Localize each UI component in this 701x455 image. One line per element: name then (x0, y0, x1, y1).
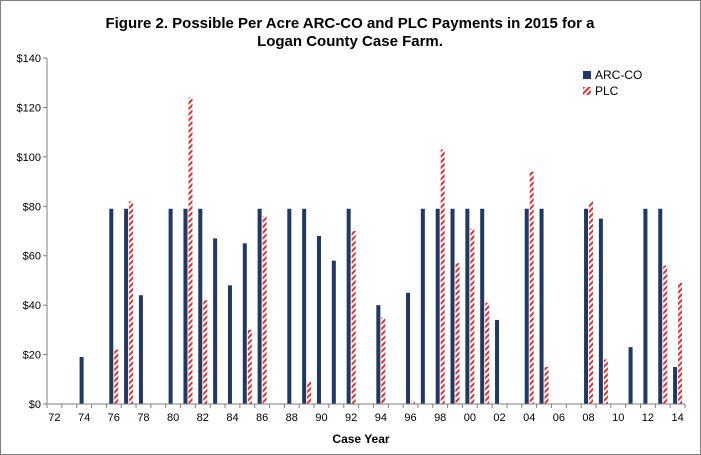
y-axis-ticks: $0 $20 $40 $60 $80 $100 $120 $140 (17, 53, 47, 411)
x-tick-label: 12 (642, 412, 654, 424)
x-tick-label: 90 (315, 412, 327, 424)
y-tick-label: $140 (17, 53, 41, 65)
y-tick-label: $40 (23, 300, 41, 312)
x-tick-label: 78 (137, 412, 149, 424)
bar-plc-85 (247, 329, 252, 404)
axes (46, 58, 685, 405)
bar-arc-co-01 (480, 208, 485, 404)
bar-arc-co-84 (227, 285, 232, 404)
x-tick-label: 08 (582, 412, 594, 424)
bar-plc-05 (544, 366, 549, 404)
chart-title-line2: Logan County Case Farm. (257, 33, 443, 50)
bar-arc-co-11 (628, 347, 633, 404)
bar-plc-94 (381, 317, 386, 404)
bar-plc-04 (529, 171, 534, 404)
bar-arc-co-86 (257, 208, 262, 404)
bar-arc-co-00 (465, 208, 470, 404)
x-tick-label: 00 (464, 412, 476, 424)
bar-arc-co-90 (316, 235, 321, 404)
bar-plc-96 (411, 401, 416, 404)
x-tick-label: 92 (345, 412, 357, 424)
bar-arc-co-96 (406, 292, 411, 404)
bar-arc-co-08 (584, 208, 589, 404)
bar-arc-co-05 (539, 208, 544, 404)
x-tick-label: 86 (256, 412, 268, 424)
bar-arc-co-04 (524, 208, 529, 404)
bar-plc-76 (114, 349, 119, 404)
x-tick-label: 14 (671, 412, 683, 424)
bar-plc-08 (589, 201, 594, 404)
x-tick-label: 82 (197, 412, 209, 424)
bars-group (79, 97, 683, 404)
bar-plc-01 (485, 302, 490, 404)
y-tick-label: $20 (23, 350, 41, 362)
legend-swatch-plc (583, 87, 591, 95)
bar-arc-co-76 (109, 208, 114, 404)
bar-plc-00 (470, 228, 475, 404)
bar-plc-14 (678, 282, 683, 404)
x-tick-label: 06 (553, 412, 565, 424)
bar-plc-13 (663, 265, 668, 404)
bar-arc-co-78 (138, 295, 143, 404)
bar-arc-co-97 (420, 208, 425, 404)
bar-arc-co-77 (124, 208, 129, 404)
bar-arc-co-80 (168, 208, 173, 404)
legend-swatch-arc-co (583, 71, 591, 79)
x-axis-label: Case Year (332, 432, 389, 446)
bar-arc-co-13 (658, 208, 663, 404)
y-tick-label: $80 (23, 201, 41, 213)
bar-plc-92 (351, 231, 356, 404)
y-tick-label: $120 (17, 102, 41, 114)
bar-plc-82 (203, 300, 208, 404)
x-tick-label: 80 (167, 412, 179, 424)
bar-plc-99 (455, 263, 460, 404)
x-tick-label: 98 (434, 412, 446, 424)
x-tick-label: 96 (404, 412, 416, 424)
bar-arc-co-09 (598, 218, 603, 404)
bar-arc-co-74 (79, 357, 84, 404)
x-tick-label: 94 (375, 412, 387, 424)
x-axis-ticks: 72 74 76 78 80 82 84 86 88 90 92 94 96 98 00 02 04 06 08 10… (46, 404, 686, 424)
bar-arc-co-85 (242, 243, 247, 404)
bar-plc-81 (188, 97, 193, 404)
bar-arc-co-12 (643, 208, 648, 404)
y-tick-label: $100 (17, 152, 41, 164)
chart-title-line1: Figure 2. Possible Per Acre ARC-CO and P… (105, 15, 595, 32)
bar-arc-co-83 (213, 238, 218, 404)
bar-arc-co-88 (287, 208, 292, 404)
bar-arc-co-81 (183, 208, 188, 404)
bar-arc-co-92 (346, 208, 351, 404)
legend: ARC-CO PLC (583, 68, 642, 98)
x-tick-label: 74 (78, 412, 90, 424)
y-tick-label: $60 (23, 251, 41, 263)
bar-plc-86 (262, 216, 267, 404)
legend-label-plc: PLC (595, 84, 619, 98)
bar-plc-98 (440, 149, 445, 404)
legend-label-arc-co: ARC-CO (595, 68, 642, 82)
x-tick-label: 88 (286, 412, 298, 424)
x-tick-label: 72 (48, 412, 60, 424)
bar-arc-co-02 (495, 319, 500, 404)
x-tick-label: 76 (108, 412, 120, 424)
x-tick-label: 10 (612, 412, 624, 424)
bar-arc-co-89 (302, 208, 307, 404)
bar-arc-co-99 (450, 208, 455, 404)
bar-plc-09 (603, 359, 608, 404)
bar-arc-co-94 (376, 305, 381, 404)
bar-arc-co-91 (331, 260, 336, 404)
x-tick-label: 02 (493, 412, 505, 424)
bar-plc-89 (307, 381, 312, 404)
x-tick-label: 04 (523, 412, 535, 424)
y-tick-label: $0 (29, 399, 41, 411)
bar-arc-co-14 (673, 366, 678, 404)
bar-plc-77 (129, 201, 134, 404)
x-tick-label: 84 (226, 412, 238, 424)
bar-arc-co-82 (198, 208, 203, 404)
bar-arc-co-98 (435, 208, 440, 404)
